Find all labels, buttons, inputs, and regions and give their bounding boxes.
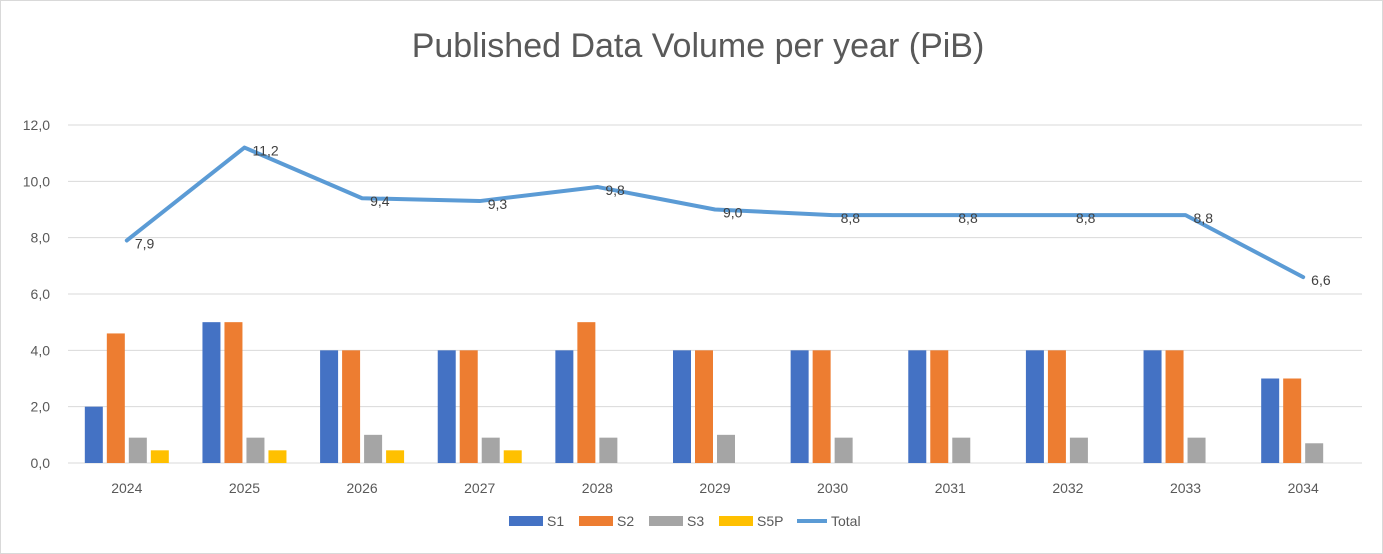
bar-s5p-2024 [150,450,169,463]
bar-s1-2025 [202,322,221,463]
bar-s2-2024 [106,333,125,463]
bar-s3-2034 [1305,443,1324,463]
y-axis-ticks: 0,0 2,0 4,0 6,0 8,0 10,0 12,0 [23,117,50,471]
bar-s3-2033 [1187,437,1206,463]
bar-s3-2024 [128,437,147,463]
bar-s3-2027 [481,437,500,463]
y-tick-label: 8,0 [31,230,51,246]
bar-s2-2031 [930,350,949,463]
y-tick-label: 6,0 [31,286,51,302]
legend-swatch-s3 [649,516,683,526]
bar-s3-2026 [364,434,383,463]
legend-swatch-s5p [719,516,753,526]
total-data-label: 8,8 [841,210,861,226]
bars [84,322,1324,463]
legend-label-s2: S2 [617,513,634,529]
legend: S1 S2 S3 S5P Total [509,513,861,529]
x-tick-label: 2027 [464,480,495,496]
total-data-label: 6,6 [1311,272,1331,288]
bar-s3-2030 [834,437,853,463]
total-data-label: 9,8 [605,182,625,198]
bar-s1-2027 [437,350,456,463]
legend-item-s2: S2 [579,513,634,529]
total-line-group [124,145,1306,280]
bar-s2-2027 [459,350,478,463]
y-tick-label: 12,0 [23,117,50,133]
total-data-label: 8,8 [958,210,978,226]
bar-s1-2028 [555,350,574,463]
legend-label-s5p: S5P [757,513,783,529]
legend-label-s1: S1 [547,513,564,529]
bar-s1-2031 [908,350,927,463]
total-data-label: 9,3 [488,196,508,212]
bar-s5p-2026 [386,450,405,463]
total-data-label: 8,8 [1194,210,1214,226]
total-data-label: 8,8 [1076,210,1096,226]
bar-s3-2031 [952,437,971,463]
bar-s1-2033 [1143,350,1162,463]
bar-s1-2026 [320,350,339,463]
total-data-labels: 7,9 11,2 9,4 9,3 9,8 9,0 8,8 8,8 8,8 8,8 6,6 [135,143,1331,289]
y-tick-label: 4,0 [31,342,51,358]
total-data-label: 7,9 [135,235,155,251]
legend-swatch-s2 [579,516,613,526]
bar-s2-2026 [342,350,361,463]
bar-s1-2032 [1025,350,1044,463]
total-data-label: 11,2 [252,143,278,159]
bar-s2-2025 [224,322,243,463]
x-tick-label: 2028 [582,480,613,496]
x-tick-label: 2024 [111,480,142,496]
bar-s2-2028 [577,322,596,463]
bar-s3-2025 [246,437,265,463]
x-axis-ticks: 2024 2025 2026 2027 2028 2029 2030 2031 2032 2033… [111,480,1319,496]
x-tick-label: 2031 [935,480,966,496]
legend-label-total: Total [831,513,861,529]
legend-item-total: Total [797,513,861,529]
bar-s2-2032 [1047,350,1066,463]
bar-s5p-2025 [268,450,287,463]
x-tick-label: 2029 [699,480,730,496]
total-data-label: 9,4 [370,193,390,209]
bar-s2-2029 [695,350,713,463]
legend-swatch-s1 [509,516,543,526]
bar-s5p-2027 [503,450,522,463]
x-tick-label: 2030 [817,480,848,496]
bar-s1-2034 [1261,378,1280,463]
x-tick-label: 2034 [1288,480,1319,496]
x-tick-label: 2032 [1052,480,1083,496]
bar-s1-2024 [84,406,103,463]
y-tick-label: 2,0 [31,399,51,415]
bar-s3-2028 [599,437,618,463]
y-tick-label: 10,0 [23,173,50,189]
legend-item-s5p: S5P [719,513,783,529]
bar-s3-2032 [1069,437,1088,463]
x-tick-label: 2026 [347,480,378,496]
bar-s1-2030 [790,350,809,463]
bar-s1-2029 [673,350,691,463]
y-tick-label: 0,0 [31,455,51,471]
chart-title: Published Data Volume per year (PiB) [412,27,985,65]
bar-s3-2029 [717,434,735,463]
bar-s2-2030 [812,350,831,463]
total-line [124,145,1306,280]
bar-s2-2034 [1283,378,1302,463]
legend-item-s1: S1 [509,513,564,529]
legend-label-s3: S3 [687,513,704,529]
bar-s2-2033 [1165,350,1184,463]
legend-item-s3: S3 [649,513,704,529]
total-data-label: 9,0 [723,205,743,221]
x-tick-label: 2033 [1170,480,1201,496]
x-tick-label: 2025 [229,480,260,496]
